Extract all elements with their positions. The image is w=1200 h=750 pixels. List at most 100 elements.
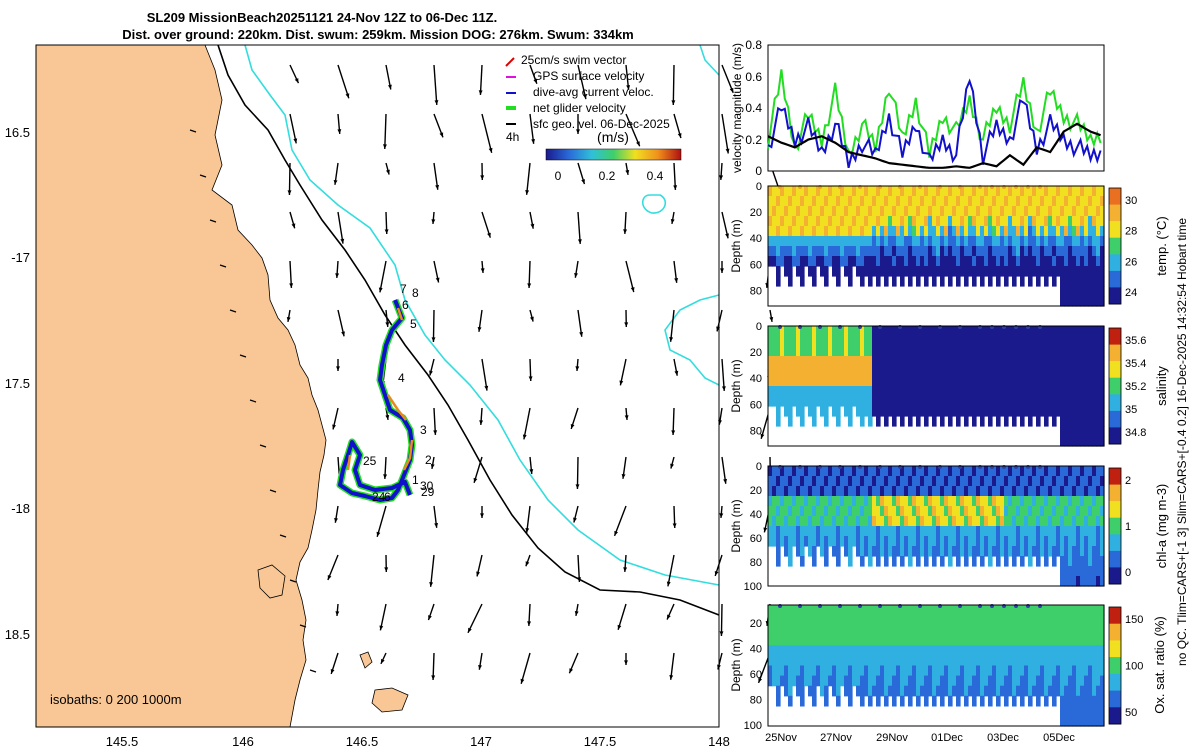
heatmap-cell xyxy=(976,536,981,547)
lon-axis: 145.5 146 146.5 147 147.5 148 xyxy=(106,734,730,749)
current-vector-head xyxy=(429,582,434,587)
heatmap-cell xyxy=(976,356,981,367)
heatmap-cell xyxy=(884,476,889,487)
heatmap-cell xyxy=(960,196,965,207)
heatmap-cell xyxy=(996,386,1001,397)
heatmap-cell xyxy=(828,386,833,397)
heatmap-cell xyxy=(1028,556,1033,567)
heatmap-cell xyxy=(784,466,789,477)
heatmap-cell xyxy=(1080,695,1085,707)
heatmap-cell xyxy=(1012,216,1017,227)
heatmap-cell xyxy=(1072,476,1077,487)
heatmap-cell xyxy=(1080,476,1085,487)
current-vector xyxy=(625,260,635,293)
heatmap-cell xyxy=(932,206,937,217)
heatmap-cell xyxy=(796,206,801,217)
heatmap-cell xyxy=(1092,486,1097,497)
heatmap-cell xyxy=(1024,655,1029,667)
heatmap-cell xyxy=(812,526,817,537)
colorbar-segment xyxy=(1109,344,1121,362)
heatmap-cell xyxy=(1036,256,1041,267)
heatmap-cell xyxy=(1052,226,1057,237)
heatmap-cell xyxy=(900,416,905,427)
heatmap-cell xyxy=(1056,336,1061,347)
heatmap-cell xyxy=(832,466,837,477)
heatmap-cell xyxy=(780,516,785,527)
heatmap-cell xyxy=(1000,396,1005,407)
heatmap-cell xyxy=(824,615,829,626)
heatmap-cell xyxy=(996,466,1001,477)
heatmap-cell xyxy=(1060,256,1065,267)
heatmap-cell xyxy=(896,635,901,646)
heatmap-cell xyxy=(1072,615,1077,626)
heatmap-cell xyxy=(892,635,897,646)
heatmap-cell xyxy=(1020,476,1025,487)
heatmap-cell xyxy=(988,546,993,557)
heatmap-cell xyxy=(1096,366,1101,377)
colorbar-segment xyxy=(1109,673,1121,692)
heatmap-cell xyxy=(948,546,953,557)
heatmap-cell xyxy=(1080,336,1085,347)
ytick: 80 xyxy=(750,425,762,437)
heatmap-cell xyxy=(900,186,905,197)
heatmap-cell xyxy=(876,556,881,567)
heatmap-cell xyxy=(900,615,905,626)
heatmap-cell xyxy=(872,376,877,387)
heatmap-cell xyxy=(912,546,917,557)
heatmap-cell xyxy=(1016,196,1021,207)
heatmap-cell xyxy=(848,516,853,527)
heatmap-cell xyxy=(836,276,841,287)
heatmap-cell xyxy=(848,645,853,656)
heatmap-cell xyxy=(816,645,821,656)
heatmap-cell xyxy=(908,356,913,367)
heatmap-cell xyxy=(1064,366,1069,377)
heatmap-cell xyxy=(1064,286,1069,297)
heatmap-cell xyxy=(852,625,857,636)
heatmap-cell xyxy=(944,615,949,626)
heatmap-cell xyxy=(984,406,989,417)
heatmap-cell xyxy=(1092,376,1097,387)
heatmap-cell xyxy=(768,655,773,667)
heatmap-cell xyxy=(992,256,997,267)
heatmap-cell xyxy=(1000,665,1005,677)
heatmap-cell xyxy=(796,625,801,636)
heatmap-cell xyxy=(992,336,997,347)
track-day-labels: 7 8 6 5 4 3 2 25 1 30 29 24 6 xyxy=(363,282,435,504)
heatmap-cell xyxy=(1096,286,1101,297)
legend-sfc-geo: sfc geo. vel. 06-Dec-2025 xyxy=(533,117,670,131)
heatmap-cell xyxy=(824,326,829,337)
heatmap-cell xyxy=(856,366,861,377)
heatmap-cell xyxy=(916,266,921,277)
heatmap-cell xyxy=(1000,366,1005,377)
heatmap-cell xyxy=(796,546,801,557)
heatmap-cell xyxy=(812,605,817,616)
heatmap-cell xyxy=(824,466,829,477)
heatmap-cell xyxy=(908,466,913,477)
heatmap-cell xyxy=(792,326,797,337)
heatmap-cell xyxy=(1004,356,1009,367)
heatmap-cell xyxy=(996,396,1001,407)
heatmap-cell xyxy=(952,536,957,547)
heatmap-cell xyxy=(816,206,821,217)
heatmap-cell xyxy=(980,645,985,656)
heatmap-cell xyxy=(836,216,841,227)
heatmap-cell xyxy=(1084,396,1089,407)
colorbar-tick: 1 xyxy=(1125,521,1131,533)
heatmap-cell xyxy=(944,206,949,217)
heatmap-cell xyxy=(888,496,893,507)
day-label: 1 xyxy=(412,473,419,487)
heatmap-cell xyxy=(832,665,837,677)
heatmap-cell xyxy=(904,356,909,367)
heatmap-cell xyxy=(972,266,977,277)
heatmap-cell xyxy=(1084,426,1089,437)
heatmap-cell xyxy=(1076,655,1081,667)
heatmap-cell xyxy=(792,336,797,347)
heatmap-cell xyxy=(808,546,813,557)
heatmap-cell xyxy=(872,675,877,687)
heatmap-cell xyxy=(816,496,821,507)
current-vector-head xyxy=(431,219,436,224)
heatmap-cell xyxy=(876,466,881,477)
heatmap-cell xyxy=(1060,576,1065,587)
heatmap-cell xyxy=(884,396,889,407)
